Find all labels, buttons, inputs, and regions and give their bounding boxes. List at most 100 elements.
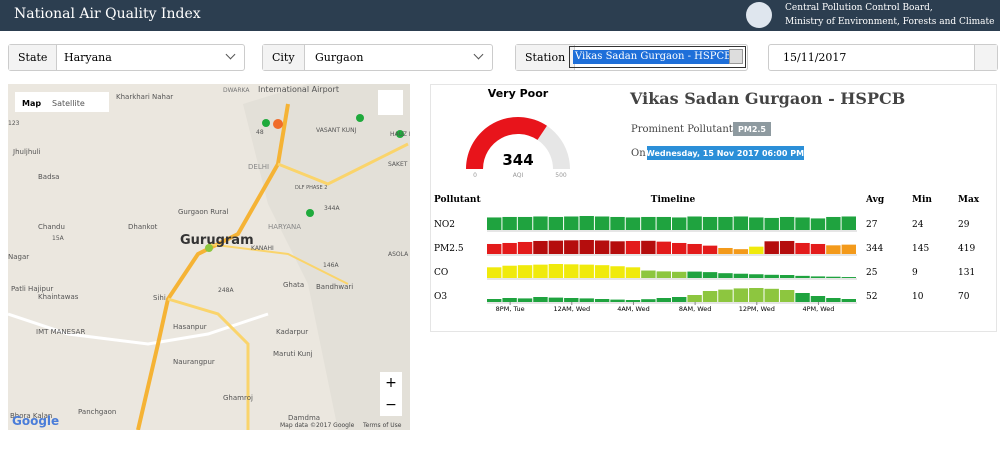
stat-min: 10 xyxy=(912,292,924,302)
map-label: DELHI xyxy=(248,163,269,171)
prominent-pollutant: PM2.5 xyxy=(738,125,766,134)
city-select[interactable]: City Gurgaon xyxy=(262,44,493,71)
road xyxy=(207,243,349,285)
zoom-in[interactable]: + xyxy=(385,375,397,391)
stat-max: 70 xyxy=(958,292,970,302)
timeline-bar xyxy=(487,243,502,254)
dropdown-button[interactable] xyxy=(729,49,743,64)
time-tick-label: 8PM, Tue xyxy=(496,305,525,313)
map-label: 123 xyxy=(8,120,20,127)
select-box[interactable]: Vikas Sadan Gurgaon - HSPCB xyxy=(569,46,746,68)
time-tick-label: 8AM, Wed xyxy=(679,305,712,313)
station-marker[interactable] xyxy=(273,119,283,129)
pollutant-badge xyxy=(733,122,771,136)
station-marker[interactable] xyxy=(356,114,364,122)
timeline-bar xyxy=(641,240,656,254)
gauge-min: 0 xyxy=(473,172,477,179)
timeline-bar xyxy=(718,289,733,302)
chevron xyxy=(225,49,236,60)
value: Vikas Sadan Gurgaon - HSPCB xyxy=(573,50,734,64)
state-select[interactable]: State Haryana xyxy=(8,44,245,71)
time-tick-label: 4PM, Wed xyxy=(802,305,834,313)
pollutant-name: NO2 xyxy=(434,220,455,230)
timeline-bar xyxy=(749,217,764,230)
stat-avg: 25 xyxy=(866,268,878,278)
timeline-bar xyxy=(672,271,687,278)
stat-avg: 27 xyxy=(866,220,878,230)
time-tick-label: 12PM, Wed xyxy=(739,305,775,313)
timeline-bar xyxy=(810,243,826,254)
stat-min: 9 xyxy=(912,268,918,278)
timeline-bar xyxy=(733,216,749,230)
timeline-bar xyxy=(826,276,841,278)
pollutant-name: O3 xyxy=(434,292,447,302)
timeline-bar xyxy=(749,246,764,254)
map-tab[interactable]: Satellite xyxy=(52,99,85,108)
gauge-max: 500 xyxy=(555,172,567,179)
map-label: Kharkhari Nahar xyxy=(116,93,173,101)
stat-avg: 344 xyxy=(866,244,883,254)
timeline-bar xyxy=(764,241,779,254)
map-label: ASOLA xyxy=(388,251,409,258)
label: Station xyxy=(516,45,576,70)
station-panel-graphics: Very Poor Vikas Sadan Gurgaon - HSPCB Pr… xyxy=(434,87,980,313)
column-header: Min xyxy=(912,195,932,205)
map-label: KANAHI xyxy=(251,245,274,252)
map-label: SAKET xyxy=(388,161,408,168)
timeline-bar xyxy=(548,264,564,278)
timeline-bar xyxy=(625,217,641,230)
timeline-bar xyxy=(764,288,779,302)
timeline-bar xyxy=(533,216,548,230)
column-header: Avg xyxy=(865,195,885,205)
calendar-button[interactable] xyxy=(974,45,997,70)
value: Haryana xyxy=(64,51,112,64)
timeline-bar xyxy=(749,288,764,302)
timeline-bar xyxy=(502,265,517,278)
station-marker[interactable] xyxy=(306,209,314,217)
timeline-bar xyxy=(564,216,579,230)
prominent-label: Prominent Pollutant is xyxy=(631,124,744,135)
timeline-bar xyxy=(687,216,702,230)
station-select[interactable]: Station Vikas Sadan Gurgaon - HSPCB xyxy=(515,44,748,71)
timeline-bar xyxy=(687,271,702,278)
timeline-bar xyxy=(672,242,687,254)
station-marker[interactable] xyxy=(396,130,404,138)
delhi-area xyxy=(243,84,410,430)
gauge-value-label: 344 xyxy=(502,151,533,169)
timeline-bar xyxy=(625,300,641,302)
timeline-bar xyxy=(641,216,656,230)
map-label: International Airport xyxy=(258,85,339,94)
timeline-bar xyxy=(502,298,517,302)
timeline-bar xyxy=(502,216,517,230)
timeline-bar xyxy=(795,293,810,302)
terms-link[interactable]: Terms of Use xyxy=(362,422,402,429)
map[interactable]: Map Satellite Gurugram International Airpor… xyxy=(8,84,410,430)
gauge-value xyxy=(466,117,547,169)
timeline-bar xyxy=(687,243,702,254)
map-label: Bhora Kalan xyxy=(10,412,52,420)
map-label: DLF PHASE 2 xyxy=(295,185,327,191)
map-tab[interactable]: Map xyxy=(22,99,41,108)
station-marker[interactable] xyxy=(205,244,213,252)
timeline-bar xyxy=(841,244,856,254)
timeline-bar xyxy=(641,270,656,278)
road xyxy=(8,312,269,346)
timeline-bar xyxy=(779,240,795,254)
zoom-out[interactable]: − xyxy=(385,397,397,413)
date-input[interactable]: 15/11/2017 xyxy=(768,44,998,71)
timeline-bar xyxy=(764,217,779,230)
map-label: 15A xyxy=(52,235,65,242)
column-header: Pollutant xyxy=(434,195,481,205)
stat-avg: 52 xyxy=(866,292,877,302)
fullscreen-button[interactable] xyxy=(378,90,403,115)
map-label: Sihi xyxy=(153,294,166,302)
map-label: Hasanpur xyxy=(173,323,207,331)
timeline-bar xyxy=(841,299,856,302)
station-marker[interactable] xyxy=(262,119,270,127)
timeline-bar xyxy=(841,277,856,278)
on-label: On xyxy=(631,148,646,159)
timeline-bar xyxy=(533,264,548,278)
timeline-bar xyxy=(656,271,671,278)
gauge-unit: AQI xyxy=(513,172,524,179)
timeline-bar xyxy=(487,299,502,302)
